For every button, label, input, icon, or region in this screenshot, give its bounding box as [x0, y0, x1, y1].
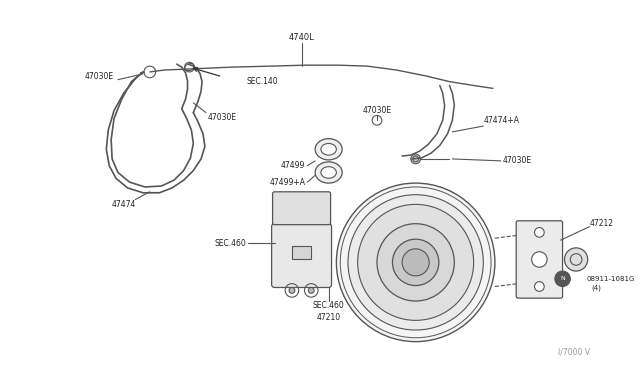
- FancyBboxPatch shape: [516, 221, 563, 298]
- Text: 47030E: 47030E: [85, 72, 114, 81]
- Circle shape: [534, 282, 544, 291]
- Text: 47030E: 47030E: [208, 113, 237, 122]
- Circle shape: [534, 228, 544, 237]
- Ellipse shape: [293, 199, 318, 212]
- Text: 47030E: 47030E: [502, 156, 532, 166]
- Circle shape: [411, 154, 420, 164]
- FancyBboxPatch shape: [273, 192, 331, 225]
- Text: 08911-1081G: 08911-1081G: [587, 276, 635, 282]
- Text: (4): (4): [591, 284, 602, 291]
- Circle shape: [402, 249, 429, 276]
- Circle shape: [337, 183, 495, 341]
- Text: 4740L: 4740L: [289, 33, 314, 42]
- Ellipse shape: [289, 195, 322, 216]
- Text: SEC.140: SEC.140: [246, 77, 278, 86]
- Text: 47210: 47210: [317, 313, 340, 322]
- Text: 47212: 47212: [589, 219, 614, 228]
- Ellipse shape: [315, 139, 342, 160]
- Text: 47474+A: 47474+A: [483, 116, 519, 125]
- Circle shape: [564, 248, 588, 271]
- Text: 47499: 47499: [281, 161, 305, 170]
- Circle shape: [358, 204, 474, 320]
- Ellipse shape: [315, 162, 342, 183]
- Ellipse shape: [308, 288, 314, 293]
- Circle shape: [348, 195, 483, 330]
- Circle shape: [555, 271, 570, 286]
- FancyBboxPatch shape: [271, 224, 332, 288]
- Text: N: N: [560, 276, 565, 281]
- Bar: [292, 246, 311, 259]
- Text: SEC.460: SEC.460: [313, 301, 344, 310]
- Text: 47499+A: 47499+A: [269, 178, 305, 187]
- Circle shape: [392, 239, 439, 286]
- Text: SEC.460: SEC.460: [215, 238, 246, 247]
- Circle shape: [532, 252, 547, 267]
- Ellipse shape: [321, 167, 337, 178]
- Text: I/7000 V: I/7000 V: [557, 348, 589, 357]
- Ellipse shape: [289, 288, 295, 293]
- Text: 47474: 47474: [111, 200, 136, 209]
- Circle shape: [377, 224, 454, 301]
- Ellipse shape: [321, 144, 337, 155]
- Text: 47030E: 47030E: [362, 106, 392, 115]
